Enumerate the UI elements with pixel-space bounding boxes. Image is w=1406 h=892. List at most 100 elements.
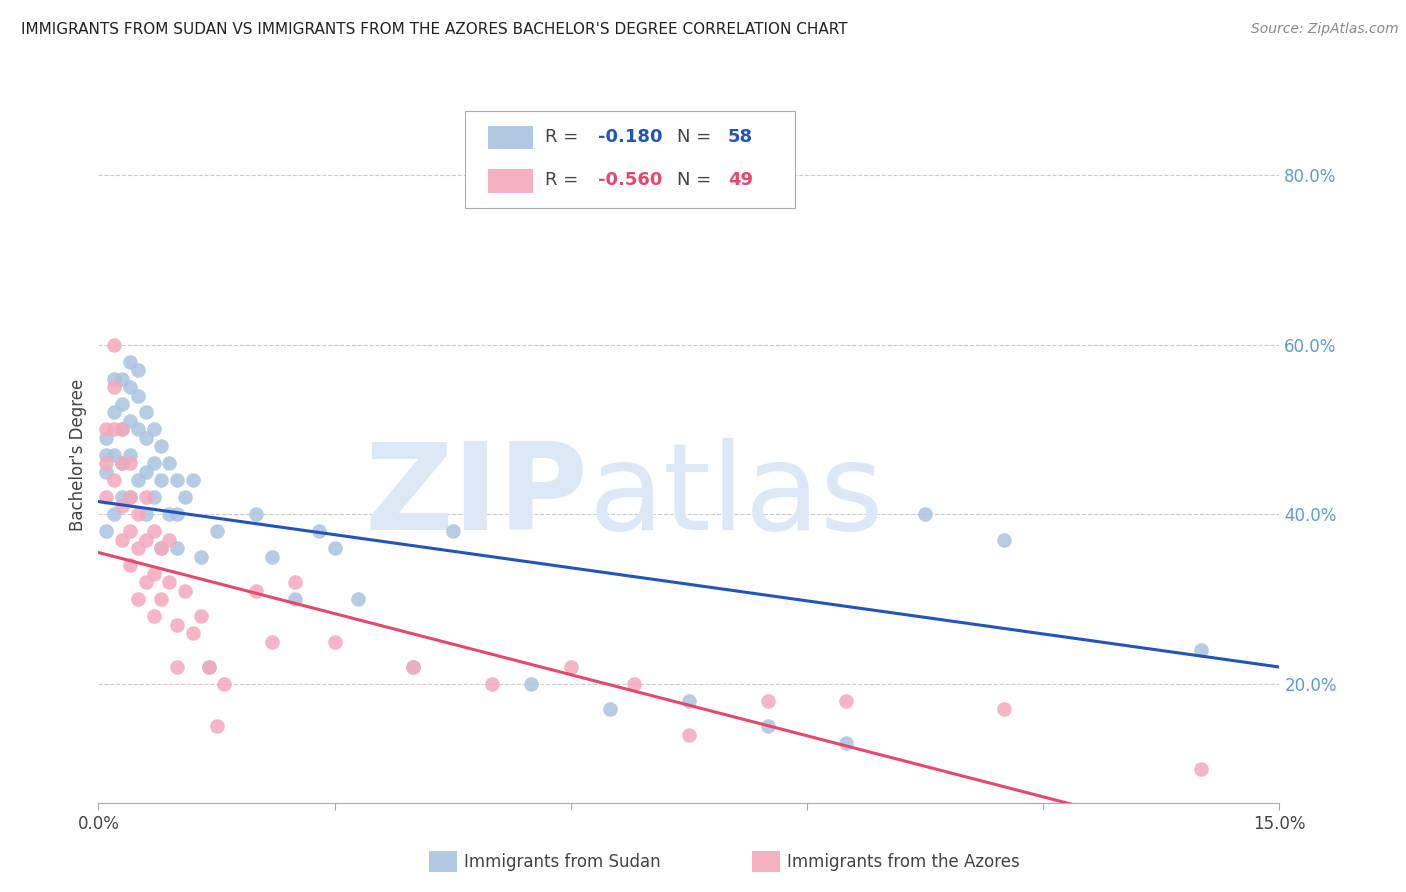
Point	[181, 626, 204, 640]
Text: -0.560: -0.560	[598, 171, 662, 189]
Point	[96, 465, 118, 479]
Point	[127, 508, 149, 522]
Point	[111, 397, 134, 411]
Point	[118, 558, 141, 573]
Point	[214, 677, 236, 691]
Point	[205, 719, 228, 733]
Point	[142, 457, 165, 471]
Point	[181, 474, 204, 488]
Point	[96, 448, 118, 462]
Point	[166, 660, 188, 674]
Point	[1189, 762, 1212, 776]
Point	[135, 491, 157, 505]
Point	[157, 508, 180, 522]
Point	[756, 719, 779, 733]
Point	[441, 524, 464, 539]
Point	[103, 380, 125, 394]
Point	[118, 524, 141, 539]
Point	[118, 491, 141, 505]
Point	[308, 524, 330, 539]
Point	[756, 694, 779, 708]
Text: 49: 49	[728, 171, 754, 189]
FancyBboxPatch shape	[464, 111, 796, 208]
Point	[166, 508, 188, 522]
Text: -0.180: -0.180	[598, 128, 662, 146]
Point	[197, 660, 219, 674]
Point	[190, 549, 212, 564]
Point	[96, 491, 118, 505]
Point	[150, 541, 173, 556]
Point	[993, 533, 1015, 547]
Point	[150, 474, 173, 488]
Point	[96, 422, 118, 436]
Point	[103, 422, 125, 436]
Point	[245, 508, 267, 522]
Point	[347, 592, 370, 607]
Text: N =: N =	[678, 128, 717, 146]
Point	[127, 388, 149, 402]
Point	[111, 457, 134, 471]
Text: R =: R =	[546, 128, 583, 146]
Point	[678, 694, 700, 708]
Point	[142, 609, 165, 624]
Point	[835, 736, 858, 750]
Point	[481, 677, 503, 691]
Point	[993, 702, 1015, 716]
Point	[520, 677, 543, 691]
Text: Source: ZipAtlas.com: Source: ZipAtlas.com	[1251, 22, 1399, 37]
Point	[118, 491, 141, 505]
Point	[127, 422, 149, 436]
Point	[118, 457, 141, 471]
FancyBboxPatch shape	[488, 169, 533, 193]
Point	[111, 491, 134, 505]
Point	[599, 702, 621, 716]
Point	[111, 499, 134, 513]
Point	[111, 422, 134, 436]
Point	[623, 677, 645, 691]
Point	[111, 371, 134, 385]
Point	[96, 524, 118, 539]
Point	[111, 422, 134, 436]
Point	[284, 575, 307, 590]
Point	[260, 549, 283, 564]
Point	[142, 491, 165, 505]
Point	[96, 431, 118, 445]
Point	[142, 566, 165, 581]
Point	[135, 508, 157, 522]
Point	[135, 465, 157, 479]
Point	[260, 634, 283, 648]
Point	[103, 405, 125, 419]
Point	[174, 583, 197, 598]
Point	[135, 533, 157, 547]
FancyBboxPatch shape	[488, 126, 533, 150]
Point	[127, 474, 149, 488]
Point	[914, 508, 936, 522]
Point	[103, 448, 125, 462]
Text: Immigrants from Sudan: Immigrants from Sudan	[464, 853, 661, 871]
Text: Immigrants from the Azores: Immigrants from the Azores	[787, 853, 1021, 871]
Point	[190, 609, 212, 624]
Point	[323, 541, 346, 556]
Text: atlas: atlas	[589, 438, 884, 555]
Point	[135, 575, 157, 590]
Point	[166, 541, 188, 556]
Point	[197, 660, 219, 674]
Text: R =: R =	[546, 171, 583, 189]
Point	[402, 660, 425, 674]
Point	[157, 533, 180, 547]
Point	[150, 541, 173, 556]
Point	[135, 431, 157, 445]
Point	[157, 457, 180, 471]
Point	[142, 422, 165, 436]
Point	[150, 592, 173, 607]
Point	[118, 448, 141, 462]
Point	[205, 524, 228, 539]
Point	[174, 491, 197, 505]
Point	[245, 583, 267, 598]
Point	[127, 541, 149, 556]
Point	[127, 592, 149, 607]
Point	[142, 524, 165, 539]
Point	[150, 439, 173, 453]
Point	[103, 371, 125, 385]
Point	[157, 575, 180, 590]
